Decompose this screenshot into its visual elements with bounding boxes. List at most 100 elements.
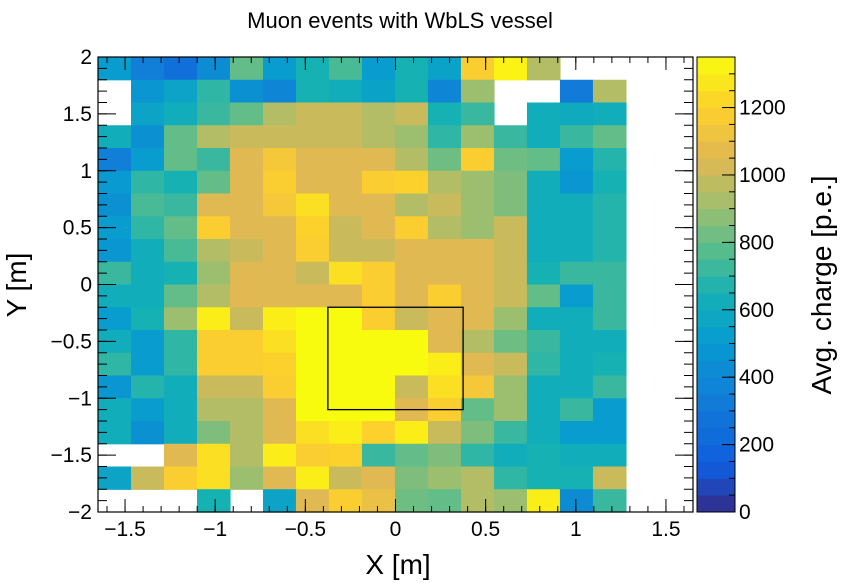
heatmap-cell: [394, 466, 429, 490]
heatmap-cell: [328, 375, 363, 399]
heatmap-cell: [229, 170, 264, 195]
heatmap-cell: [328, 352, 363, 377]
colorbar-segment: [697, 191, 735, 210]
heatmap-cell: [361, 239, 396, 263]
heatmap-cell: [427, 216, 462, 240]
colorbar-segment: [697, 208, 735, 227]
heatmap-cell: [262, 398, 297, 422]
heatmap-cell: [229, 239, 264, 263]
heatmap-cell: [460, 239, 495, 263]
heatmap-cell: [131, 398, 165, 422]
heatmap-cell: [526, 216, 561, 240]
colorbar-segment: [697, 478, 735, 496]
heatmap-cell: [592, 79, 627, 104]
heatmap-cell: [196, 330, 231, 354]
heatmap-cell: [361, 421, 396, 445]
heatmap-cell: [493, 216, 528, 240]
heatmap-cell: [559, 239, 594, 263]
heatmap-cell: [131, 330, 165, 354]
heatmap-cell: [131, 193, 165, 217]
heatmap-cell: [98, 261, 132, 286]
heatmap-cell: [394, 443, 429, 468]
heatmap-cell: [262, 443, 297, 468]
colorbar-segment: [697, 259, 735, 277]
heatmap-cell: [295, 79, 330, 104]
heatmap-cell: [592, 148, 627, 172]
heatmap-cell: [262, 148, 297, 172]
heatmap-cell: [394, 170, 429, 195]
heatmap-cell: [163, 443, 198, 468]
heatmap-cell: [460, 57, 495, 81]
heatmap-cell: [229, 307, 264, 331]
heatmap-cell: [394, 79, 429, 104]
z-tick-label: 1000: [739, 164, 786, 187]
heatmap-cell: [559, 79, 594, 104]
heatmap-cell: [131, 375, 165, 399]
heatmap-cell: [427, 102, 462, 126]
colorbar-segment: [697, 242, 735, 260]
heatmap-cell: [493, 148, 528, 172]
heatmap-cell: [460, 284, 495, 308]
heatmap-cells: [98, 57, 627, 513]
heatmap-cell: [559, 307, 594, 331]
heatmap-cell: [163, 307, 198, 331]
heatmap-cell: [328, 102, 363, 126]
colorbar-segment: [697, 73, 735, 92]
heatmap-cell: [526, 307, 561, 331]
heatmap-cell: [295, 398, 330, 422]
heatmap-cell: [131, 148, 165, 172]
heatmap-cell: [394, 421, 429, 445]
heatmap-cell: [559, 466, 594, 490]
colorbar-title: Avg. charge [p.e.]: [806, 176, 837, 395]
heatmap-cell: [460, 216, 495, 240]
heatmap-cell: [592, 489, 627, 513]
heatmap-cell: [295, 193, 330, 217]
x-axis-ticks: −1.5 −1 −0.5 0 0.5 1 1.5: [104, 57, 685, 541]
heatmap-cell: [460, 148, 495, 172]
colorbar-segment: [697, 326, 735, 344]
heatmap-cell: [328, 443, 363, 468]
heatmap-cell: [460, 261, 495, 286]
heatmap-cell: [460, 170, 495, 195]
y-axis-ticks: −2 −1.5 −1 −0.5 0 0.5 1 1.5 2: [51, 46, 693, 524]
heatmap-cell: [394, 125, 429, 149]
heatmap-cell: [328, 193, 363, 217]
heatmap-cell: [526, 284, 561, 308]
heatmap-cell: [493, 261, 528, 286]
heatmap-cell: [493, 170, 528, 195]
heatmap-cell: [460, 307, 495, 331]
colorbar-segment: [697, 394, 735, 412]
heatmap-cell: [163, 125, 198, 149]
heatmap-cell: [361, 352, 396, 377]
colorbar-segment: [697, 225, 735, 243]
heatmap-cell: [361, 57, 396, 81]
heatmap-cell: [328, 79, 363, 104]
heatmap-cell: [262, 466, 297, 490]
heatmap-cell: [526, 57, 561, 81]
colorbar-segment: [697, 309, 735, 328]
heatmap-cell: [262, 125, 297, 149]
heatmap-cell: [229, 330, 264, 354]
heatmap-cell: [592, 193, 627, 217]
heatmap-cell: [427, 79, 462, 104]
heatmap-cell: [427, 148, 462, 172]
heatmap-cell: [592, 443, 627, 468]
heatmap-cell: [526, 489, 561, 513]
colorbar-segment: [697, 444, 735, 462]
heatmap-cell: [493, 284, 528, 308]
z-tick-label: 200: [739, 434, 774, 457]
x-tick-label: 1.5: [651, 518, 680, 541]
heatmap-cell: [493, 443, 528, 468]
heatmap-cell: [526, 148, 561, 172]
x-tick-label: −1.5: [104, 518, 145, 541]
heatmap-cell: [196, 170, 231, 195]
x-tick-label: 0: [390, 518, 402, 541]
heatmap-cell: [328, 284, 363, 308]
heatmap-cell: [361, 330, 396, 354]
heatmap-cell: [163, 170, 198, 195]
heatmap-cell: [592, 375, 627, 399]
heatmap-cell: [493, 398, 528, 422]
heatmap-cell: [131, 102, 165, 126]
heatmap-cell: [196, 466, 231, 490]
